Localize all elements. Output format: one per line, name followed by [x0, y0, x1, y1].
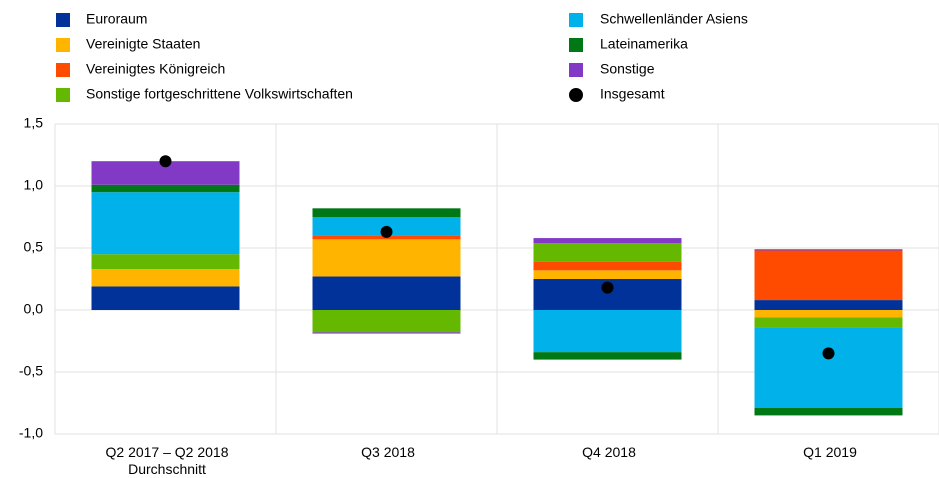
y-tick-label: -1,0	[19, 425, 43, 441]
legend-marker	[569, 88, 583, 102]
bar-segment	[312, 310, 461, 333]
legend-label: Sonstige	[600, 61, 655, 77]
x-tick-label: Q1 2019	[803, 444, 857, 460]
legend-marker	[569, 38, 583, 52]
bar-segment	[91, 286, 240, 310]
bar-segment	[754, 300, 903, 310]
legend-marker	[56, 13, 70, 27]
legend-marker	[569, 63, 583, 77]
bar-segment	[312, 276, 461, 310]
bar-segment	[754, 249, 903, 251]
x-tick-label: Q3 2018	[361, 444, 415, 460]
bar-segment	[312, 239, 461, 277]
bar-segment	[754, 250, 903, 301]
y-tick-label: 0,5	[24, 239, 44, 255]
bar-segment	[91, 184, 240, 193]
legend-label: Insgesamt	[600, 86, 665, 102]
y-tick-label: 1,0	[24, 177, 44, 193]
bar-segment	[91, 254, 240, 270]
bar-segment	[312, 208, 461, 217]
legend-marker	[569, 13, 583, 27]
legend-label: Lateinamerika	[600, 36, 688, 52]
bar-segment	[754, 317, 903, 328]
y-tick-label: 0,0	[24, 301, 44, 317]
y-tick-label: -0,5	[19, 363, 43, 379]
total-dot	[159, 155, 172, 168]
bar-segment	[533, 270, 682, 279]
bar-segment	[754, 327, 903, 408]
bar-segment	[91, 269, 240, 287]
bar-segment	[533, 238, 682, 244]
legend-marker	[56, 88, 70, 102]
bar-segment	[312, 332, 461, 334]
bar-segment	[533, 261, 682, 271]
bar-segment	[754, 407, 903, 416]
legend-label: Schwellenländer Asiens	[600, 11, 748, 27]
bar-segment	[533, 310, 682, 353]
total-dot	[822, 347, 835, 360]
bar-segment	[533, 352, 682, 360]
bar-segment	[91, 161, 240, 185]
x-tick-label: Q4 2018	[582, 444, 636, 460]
legend-label: Sonstige fortgeschrittene Volkswirtschaf…	[86, 86, 353, 102]
legend-label: Euroraum	[86, 11, 147, 27]
bar-segment	[533, 243, 682, 262]
x-tick-label: Q2 2017 – Q2 2018 Durchschnitt	[105, 444, 229, 477]
total-dot	[601, 281, 614, 294]
legend-label: Vereinigtes Königreich	[86, 61, 225, 77]
legend-marker	[56, 38, 70, 52]
bar-segment	[754, 310, 903, 318]
legend-marker	[56, 63, 70, 77]
bar-segment	[91, 192, 240, 255]
legend-label: Vereinigte Staaten	[86, 36, 200, 52]
y-tick-label: 1,5	[24, 115, 44, 131]
total-dot	[380, 225, 393, 238]
